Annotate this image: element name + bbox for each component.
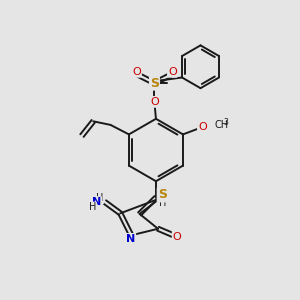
Text: H: H: [89, 202, 96, 212]
Text: CH: CH: [215, 121, 229, 130]
Text: O: O: [150, 97, 159, 107]
Text: S: S: [158, 188, 167, 201]
Text: N: N: [126, 234, 135, 244]
Text: H: H: [96, 194, 103, 203]
Text: O: O: [132, 67, 141, 77]
Text: O: O: [168, 67, 177, 77]
Text: 3: 3: [223, 118, 228, 127]
Text: O: O: [173, 232, 182, 242]
Text: S: S: [150, 76, 159, 90]
Text: N: N: [92, 197, 101, 207]
Text: H: H: [159, 198, 166, 208]
Text: O: O: [198, 122, 207, 132]
